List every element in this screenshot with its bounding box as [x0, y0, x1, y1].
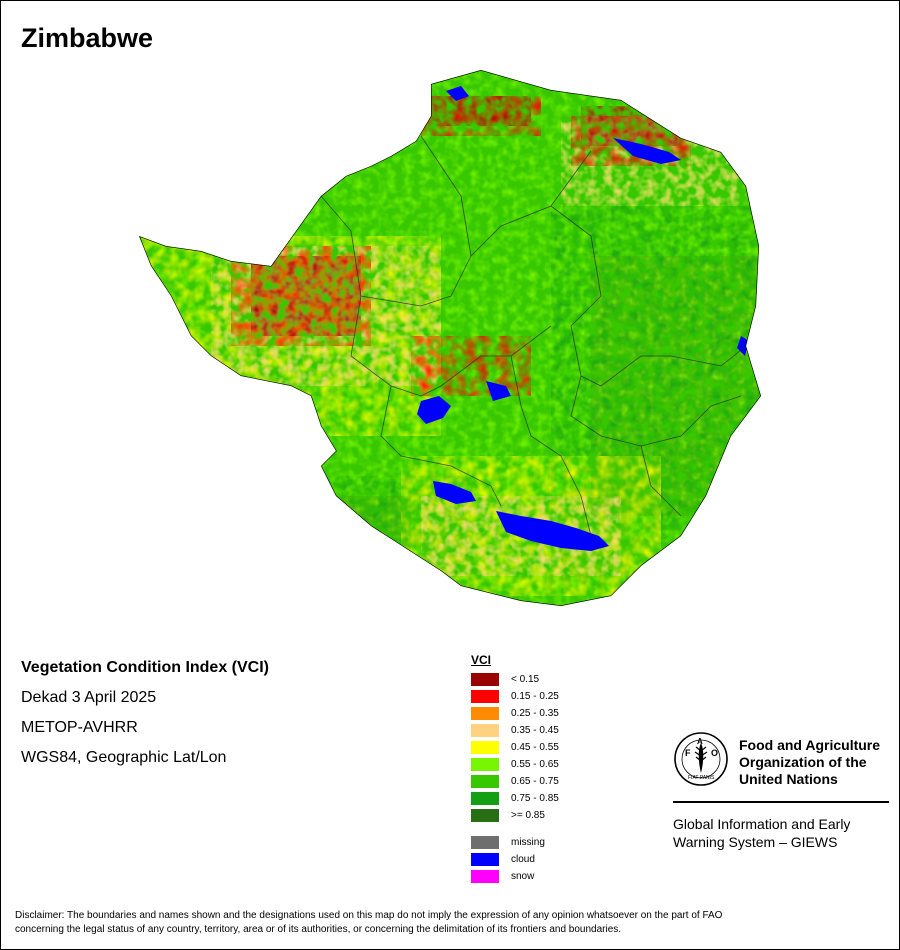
legend-title: VCI	[471, 653, 492, 667]
legend-label: >= 0.85	[511, 810, 545, 821]
legend-label: snow	[511, 871, 535, 882]
legend-swatch	[471, 673, 499, 686]
legend-item: 0.45 - 0.55	[471, 741, 671, 755]
legend-swatch	[471, 853, 499, 866]
index-name: Vegetation Condition Index (VCI)	[21, 659, 269, 676]
fao-name-line2: Organization of the	[739, 754, 867, 770]
legend-label: < 0.15	[511, 674, 540, 685]
legend-swatch	[471, 870, 499, 883]
legend-item: 0.15 - 0.25	[471, 690, 671, 704]
legend-swatch	[471, 758, 499, 771]
fao-name-line1: Food and Agriculture	[739, 737, 881, 753]
giews-line2: Warning System – GIEWS	[673, 834, 838, 850]
legend-label: missing	[511, 837, 545, 848]
projection-label: WGS84, Geographic Lat/Lon	[21, 749, 227, 766]
vci-raster	[139, 70, 761, 606]
legend-item-snow: snow	[471, 870, 671, 884]
period-label: Dekad 3 April 2025	[21, 689, 157, 706]
legend-label: 0.35 - 0.45	[511, 725, 559, 736]
logo-letter-o: O	[711, 748, 718, 758]
legend-item: < 0.15	[471, 673, 671, 687]
legend-swatch	[471, 724, 499, 737]
disclaimer-line1: Disclaimer: The boundaries and names sho…	[15, 910, 723, 921]
legend-item: >= 0.85	[471, 809, 671, 823]
vci-map	[121, 56, 781, 616]
legend-swatch	[471, 836, 499, 849]
logo-motto: FIAT PANIS	[688, 775, 715, 781]
legend-item: 0.65 - 0.75	[471, 775, 671, 789]
legend-label: 0.45 - 0.55	[511, 742, 559, 753]
province-boundaries	[320, 135, 747, 537]
legend-label: 0.15 - 0.25	[511, 691, 559, 702]
fao-logo-icon: F O A FIAT PANIS	[674, 732, 728, 786]
legend-swatch	[471, 792, 499, 805]
cloud-patches	[417, 86, 749, 551]
legend-item-cloud: cloud	[471, 853, 671, 867]
legend-swatch	[471, 707, 499, 720]
legend-label: 0.55 - 0.65	[511, 759, 559, 770]
logo-letter-a: A	[697, 737, 703, 746]
legend-swatch	[471, 775, 499, 788]
disclaimer: Disclaimer: The boundaries and names sho…	[15, 909, 885, 937]
giews-line1: Global Information and Early	[673, 816, 851, 832]
giews-label: Global Information and Early Warning Sys…	[673, 815, 891, 851]
logo-letter-f: F	[685, 748, 691, 758]
legend-item-missing: missing	[471, 836, 671, 850]
divider	[673, 801, 889, 803]
map-info: Vegetation Condition Index (VCI) Dekad 3…	[21, 658, 269, 778]
sensor-label: METOP-AVHRR	[21, 719, 138, 736]
legend-item: 0.25 - 0.35	[471, 707, 671, 721]
legend-label: cloud	[511, 854, 535, 865]
legend-swatch	[471, 690, 499, 703]
fao-name: Food and Agriculture Organization of the…	[739, 737, 891, 788]
legend-label: 0.25 - 0.35	[511, 708, 559, 719]
legend-item: 0.75 - 0.85	[471, 792, 671, 806]
legend-label: 0.75 - 0.85	[511, 793, 559, 804]
legend-item: 0.55 - 0.65	[471, 758, 671, 772]
legend-item: 0.35 - 0.45	[471, 724, 671, 738]
disclaimer-line2: concerning the legal status of any count…	[15, 924, 622, 935]
legend: VCI < 0.15 0.15 - 0.25 0.25 - 0.35 0.35 …	[471, 653, 559, 883]
map-title: Zimbabwe	[21, 23, 154, 53]
legend-swatch	[471, 809, 499, 822]
fao-name-line3: United Nations	[739, 771, 838, 787]
legend-label: 0.65 - 0.75	[511, 776, 559, 787]
legend-swatch	[471, 741, 499, 754]
